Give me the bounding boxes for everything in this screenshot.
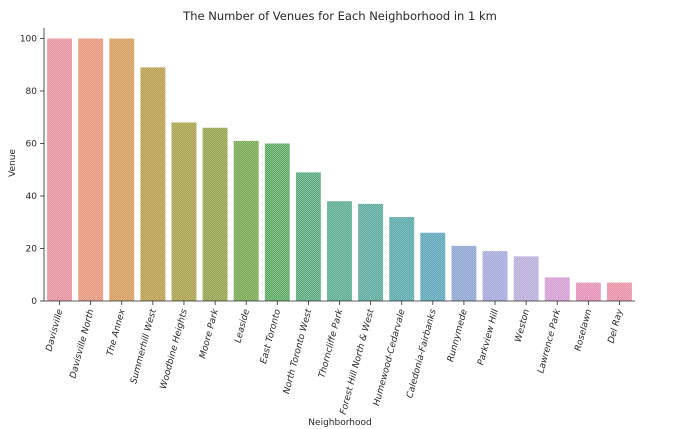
x-tick-label-13: Runnymede <box>446 308 470 363</box>
y-tick-label-4: 80 <box>26 87 38 97</box>
x-tick-label-6: Leaside <box>233 308 252 344</box>
bar-texture-0 <box>47 38 72 301</box>
y-tick-label-1: 20 <box>26 245 38 255</box>
chart-title: The Number of Venues for Each Neighborho… <box>182 9 497 23</box>
bar-texture-10 <box>358 203 384 302</box>
x-tick-label-1: Davisville North <box>68 308 96 380</box>
x-tick-label-8: North Toronto West <box>282 308 314 395</box>
bar-texture-15 <box>513 256 539 302</box>
bar-texture-16 <box>544 277 570 302</box>
x-tick-label-14: Parkview Hill <box>476 308 501 367</box>
bar-texture-12 <box>420 232 446 301</box>
x-tick-label-10: Forest Hill North & West <box>339 308 377 416</box>
x-tick-label-17: Roselawn <box>573 308 594 352</box>
bar-texture-5 <box>202 127 228 301</box>
bar-texture-13 <box>451 245 477 302</box>
bar-texture-7 <box>264 143 290 301</box>
y-tick-label-5: 100 <box>20 35 37 45</box>
x-tick-label-5: Moore Park <box>198 307 221 359</box>
x-tick-label-7: East Toronto <box>259 308 283 365</box>
x-tick-label-12: Caledonia-Fairbanks <box>405 308 438 400</box>
x-tick-label-2: The Annex <box>106 308 128 358</box>
bar-texture-1 <box>78 38 104 301</box>
x-ticks-group: Davisville Davisville North The Annex Summe… <box>45 301 626 416</box>
bar-texture-2 <box>109 38 135 301</box>
x-axis-label: Neighborhood <box>308 418 371 428</box>
y-tick-label-0: 0 <box>31 297 37 307</box>
x-tick-label-3: Summerhill West <box>129 308 159 385</box>
x-tick-label-18: Del Ray <box>607 308 626 345</box>
x-tick-label-16: Lawrence Park <box>536 307 563 374</box>
x-tick-label-4: Woodbine Heights <box>159 308 190 390</box>
x-tick-label-11: Humewood-Cedarvale <box>372 308 408 407</box>
bar-texture-3 <box>140 67 166 302</box>
x-tick-label-0: Davisville <box>45 308 66 353</box>
bar-texture-18 <box>607 282 632 302</box>
y-tick-label-3: 60 <box>26 140 38 150</box>
x-tick-label-15: Weston <box>514 308 533 344</box>
y-axis-label: Venue <box>8 149 18 177</box>
x-tick-label-9: Thorncliffe Park <box>317 307 345 379</box>
bar-texture-9 <box>327 201 352 301</box>
y-ticks-group: 0 20 40 60 80 100 <box>20 35 44 307</box>
bar-texture-6 <box>233 140 259 302</box>
bars-group <box>47 38 632 302</box>
bar-texture-17 <box>575 282 601 302</box>
y-tick-label-2: 40 <box>26 192 38 202</box>
bar-texture-14 <box>482 251 508 302</box>
bar-texture-4 <box>171 122 197 301</box>
bar-texture-8 <box>295 172 321 302</box>
bar-texture-11 <box>389 217 415 301</box>
